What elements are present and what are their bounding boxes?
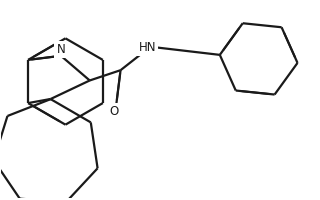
- Text: HN: HN: [139, 41, 156, 54]
- Text: O: O: [110, 105, 119, 118]
- Text: N: N: [57, 43, 65, 56]
